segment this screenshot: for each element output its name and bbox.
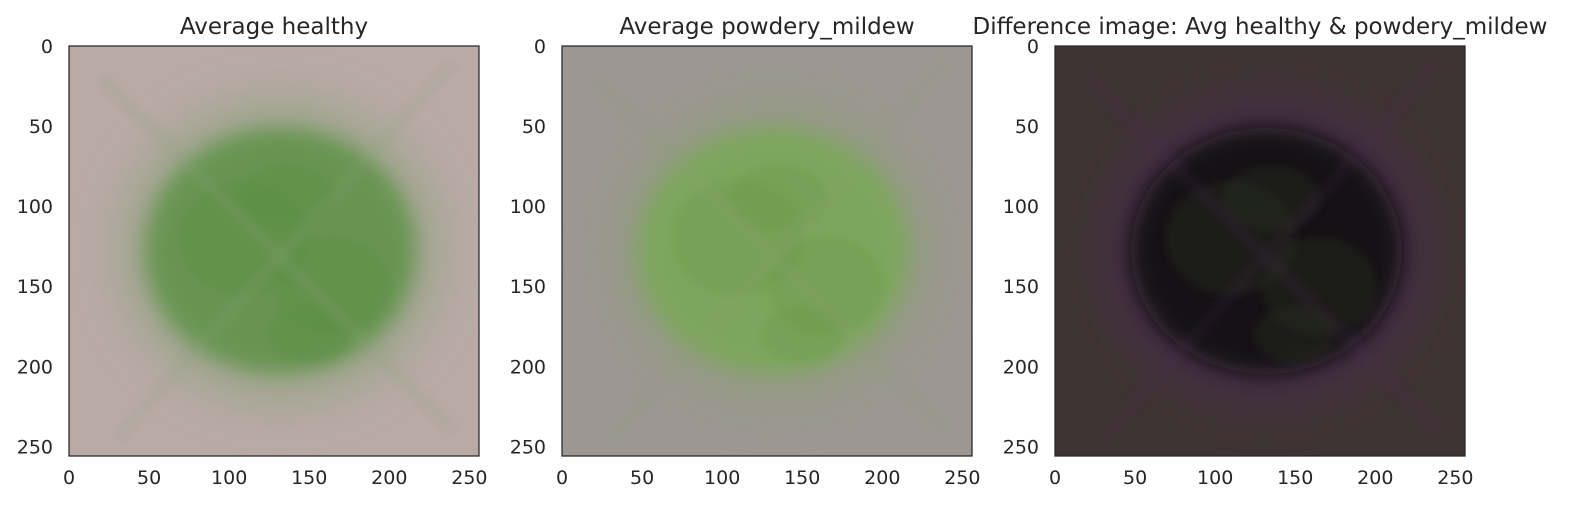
x-tick-label: 50 (1123, 467, 1147, 489)
x-tick-label: 200 (1357, 467, 1393, 489)
leaf-blotch (268, 305, 351, 363)
x-tick-label: 150 (784, 467, 820, 489)
x-tick-label: 0 (556, 467, 568, 489)
y-tick-label: 100 (17, 196, 53, 218)
leaf-streak (604, 57, 952, 444)
x-tick-label: 150 (291, 467, 327, 489)
x-tick-label: 100 (1197, 467, 1233, 489)
x-tick-label: 250 (451, 467, 487, 489)
subplot-2: Average powdery_mildew 0 50 100 150 200 250 0 50… (510, 14, 981, 489)
subplot-title: Average powdery_mildew (619, 14, 914, 40)
image-area (1055, 46, 1465, 456)
x-tick-label: 250 (1437, 467, 1473, 489)
y-tick-label: 50 (522, 116, 546, 138)
y-tick-label: 200 (1003, 356, 1039, 378)
axes-frame (561, 45, 973, 457)
x-tick-label: 100 (211, 467, 247, 489)
subplot-title: Difference image: Avg healthy & powdery_… (972, 14, 1547, 40)
y-tick-label: 250 (17, 436, 53, 458)
y-tick-label: 150 (17, 276, 53, 298)
leaf-streak (1097, 57, 1445, 444)
y-tick-label: 150 (1003, 276, 1039, 298)
x-tick-label: 200 (864, 467, 900, 489)
leaf-blotch (1254, 305, 1337, 363)
image-area (69, 46, 479, 456)
x-tick-label: 50 (630, 467, 654, 489)
y-tick-label: 250 (1003, 436, 1039, 458)
y-tick-label: 250 (510, 436, 546, 458)
leaf-streak (111, 57, 459, 444)
leaf-blotch (761, 305, 844, 363)
y-tick-label: 100 (1003, 196, 1039, 218)
subplot-1: Average healthy 0 50 100 150 200 250 0 50 100 150 2… (17, 14, 488, 489)
image-area (562, 46, 972, 456)
y-tick-label: 100 (510, 196, 546, 218)
x-tick-label: 250 (944, 467, 980, 489)
y-tick-label: 200 (17, 356, 53, 378)
x-tick-label: 200 (371, 467, 407, 489)
y-tick-label: 150 (510, 276, 546, 298)
y-tick-label: 50 (1015, 116, 1039, 138)
axes-frame (1054, 45, 1466, 457)
x-tick-label: 0 (1049, 467, 1061, 489)
x-tick-label: 50 (137, 467, 161, 489)
y-tick-label: 200 (510, 356, 546, 378)
x-tick-label: 0 (63, 467, 75, 489)
y-tick-label: 0 (41, 36, 53, 58)
subplot-3: Difference image: Avg healthy & powdery_… (972, 14, 1547, 489)
axes-frame (68, 45, 480, 457)
x-tick-label: 100 (704, 467, 740, 489)
y-tick-label: 0 (1027, 36, 1039, 58)
y-tick-label: 0 (534, 36, 546, 58)
y-tick-label: 50 (29, 116, 53, 138)
x-tick-label: 150 (1277, 467, 1313, 489)
subplot-title: Average healthy (180, 14, 368, 40)
